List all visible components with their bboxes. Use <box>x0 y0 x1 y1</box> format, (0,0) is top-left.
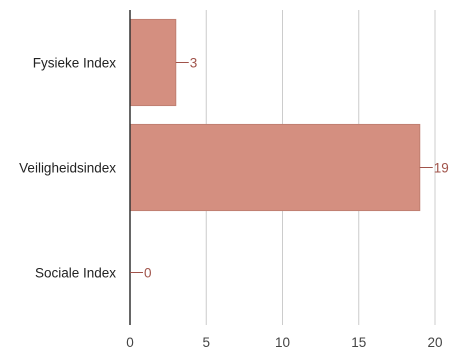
bar-layer <box>129 18 421 212</box>
x-tick-label-1: 5 <box>202 335 210 349</box>
x-tick-label-0: 0 <box>126 335 134 349</box>
x-tick-label-2: 10 <box>275 335 290 349</box>
x-tick-label-3: 15 <box>351 335 366 349</box>
bar-0 <box>129 18 177 107</box>
data-label-2: 0 <box>144 266 152 281</box>
category-label-2: Sociale Index <box>35 266 116 281</box>
data-label-0: 3 <box>190 56 198 71</box>
category-label-1: Veiligheidsindex <box>19 161 116 176</box>
data-label-1: 19 <box>434 161 449 176</box>
category-label-0: Fysieke Index <box>33 56 117 71</box>
x-tick-label-4: 20 <box>427 335 442 349</box>
label-layer: 0 5 10 15 20 Fysieke Index 3 Veiligheidsindex 19… <box>19 56 449 349</box>
bar-1 <box>129 123 421 212</box>
